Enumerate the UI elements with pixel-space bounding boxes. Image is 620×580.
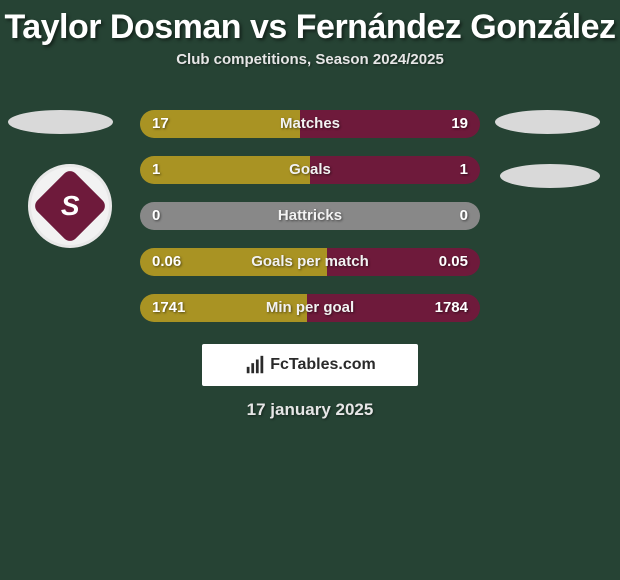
stat-value-right: 1784 [435,294,468,322]
comparison-stage: S 17Matches19 1Goals1 0Hattricks0 0.06Goals… [0,86,620,420]
club-logo-right [500,164,600,188]
club-logo-letter: S [61,190,80,222]
snapshot-date: 17 january 2025 [0,386,620,420]
stat-bar: 0.06Goals per match0.05 [140,248,480,276]
stat-bar-left-seg [140,156,310,184]
stat-value-left: 1741 [152,294,185,322]
stat-value-left: 0 [152,202,160,230]
player-left-photo [8,110,113,134]
stat-bar-right-seg [310,156,480,184]
player-right-photo [495,110,600,134]
stat-value-left: 17 [152,110,169,138]
stat-value-right: 0.05 [439,248,468,276]
stat-bar: 17Matches19 [140,110,480,138]
stat-bar: 1741Min per goal1784 [140,294,480,322]
attribution-badge: FcTables.com [202,344,418,386]
page-subtitle: Club competitions, Season 2024/2025 [0,51,620,86]
stat-value-right: 19 [451,110,468,138]
stat-bar: 1Goals1 [140,156,480,184]
stat-value-left: 1 [152,156,160,184]
stat-bar: 0Hattricks0 [140,202,480,230]
stat-bars: 17Matches19 1Goals1 0Hattricks0 0.06Goals p… [140,86,480,322]
stat-bar-right-seg [310,202,480,230]
club-logo-left: S [28,164,112,248]
stat-value-left: 0.06 [152,248,181,276]
attribution-text: FcTables.com [270,356,376,374]
page-title: Taylor Dosman vs Fernández González [0,0,620,51]
stat-bar-left-seg [140,202,310,230]
stat-value-right: 0 [460,202,468,230]
stat-value-right: 1 [460,156,468,184]
chart-icon [244,354,266,376]
